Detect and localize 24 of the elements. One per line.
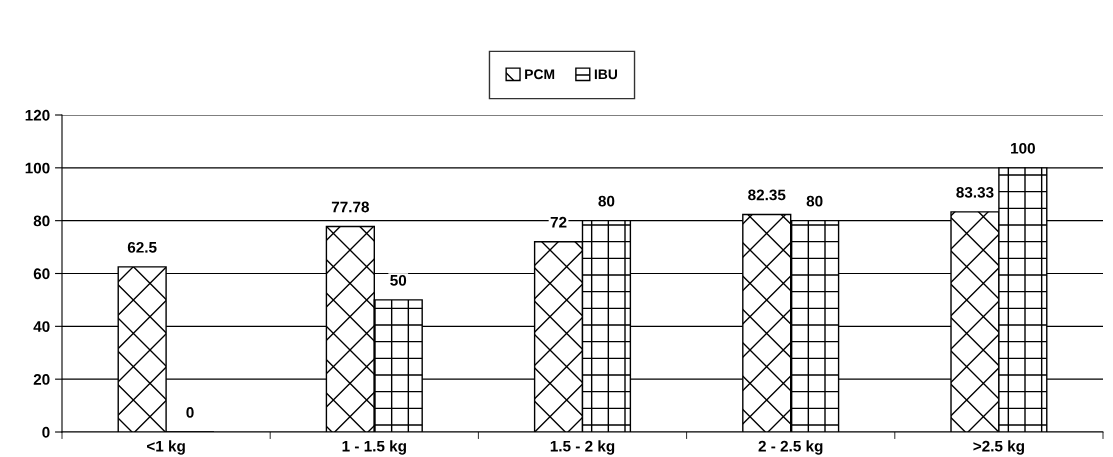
data-label: 80 — [598, 195, 615, 207]
data-label: 80 — [806, 195, 823, 207]
x-tick-label: 1.5 - 2 kg — [550, 440, 615, 455]
legend-label: PCM — [525, 69, 555, 80]
data-label: 100 — [1011, 142, 1035, 154]
y-tick-label: 40 — [33, 321, 50, 333]
y-tick-label: 80 — [33, 215, 50, 227]
y-tick-label: 60 — [33, 268, 50, 280]
y-tick-label: 20 — [33, 374, 50, 385]
x-tick-label: <1 kg — [147, 440, 185, 455]
data-label: 62.5 — [127, 241, 157, 253]
data-label: 72 — [550, 216, 567, 228]
x-tick-label: 2 - 2.5 kg — [758, 440, 823, 455]
data-label: 77.78 — [331, 201, 370, 213]
x-tick-label: 1 - 1.5 kg — [342, 440, 406, 455]
data-label: 0 — [186, 407, 194, 418]
x-tick-label: >2.5 kg — [973, 440, 1024, 455]
y-tick-label: 0 — [42, 426, 50, 438]
data-label: 82.35 — [748, 189, 786, 201]
y-tick-label: 100 — [25, 162, 50, 174]
data-label: 50 — [390, 274, 407, 286]
legend-label: IBU — [594, 69, 618, 80]
data-label: 83.33 — [956, 186, 994, 198]
y-tick-label: 120 — [25, 109, 50, 121]
